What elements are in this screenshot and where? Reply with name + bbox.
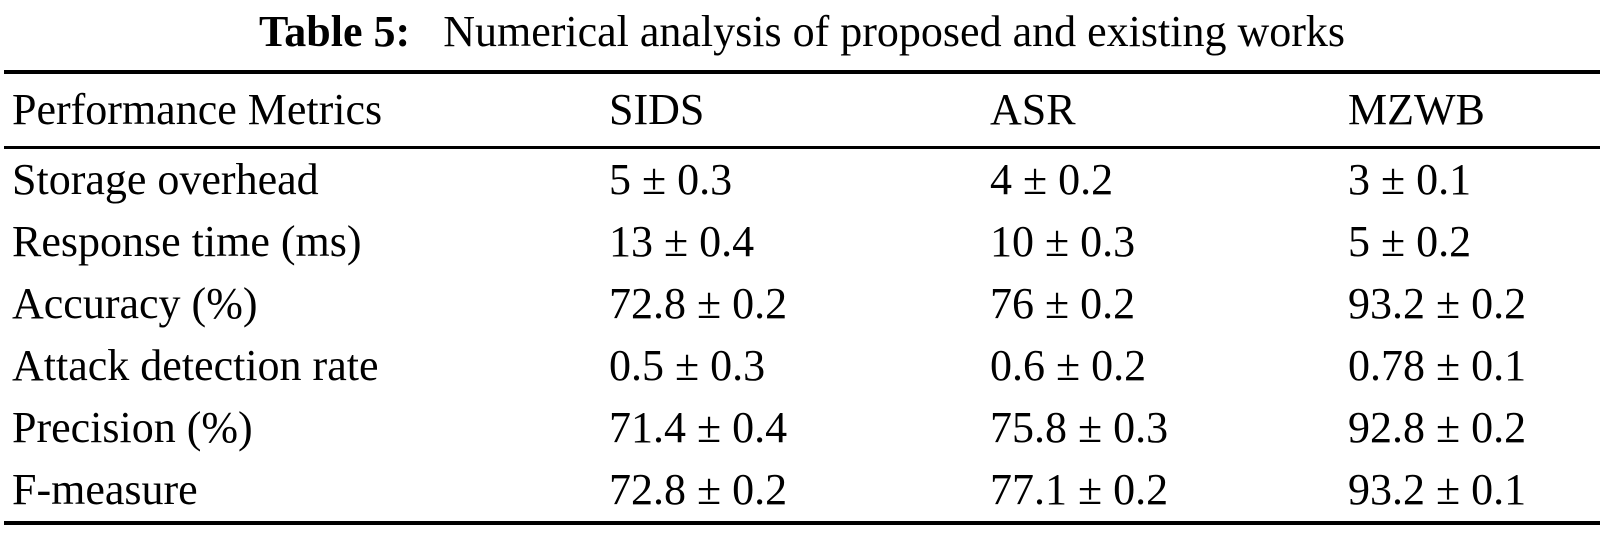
metrics-table: Performance Metrics SIDS ASR MZWB Storag… xyxy=(4,70,1600,525)
metric-cell: Attack detection rate xyxy=(12,341,379,390)
value-cell: 3 ± 0.1 xyxy=(1348,155,1472,204)
metric-cell: Precision (%) xyxy=(12,403,253,452)
value-cell: 77.1 ± 0.2 xyxy=(990,465,1169,514)
metric-cell: Accuracy (%) xyxy=(12,279,258,328)
value-cell: 72.8 ± 0.2 xyxy=(609,279,788,328)
value-cell: 93.2 ± 0.1 xyxy=(1348,465,1527,514)
value-cell: 10 ± 0.3 xyxy=(990,217,1136,266)
table-row-attack-detection-rate: Attack detection rate 0.5 ± 0.3 0.6 ± 0.… xyxy=(4,335,1600,397)
value-cell: 0.6 ± 0.2 xyxy=(990,341,1147,390)
table-row-precision: Precision (%) 71.4 ± 0.4 75.8 ± 0.3 92.8… xyxy=(4,397,1600,459)
table-row-f-measure: F-measure 72.8 ± 0.2 77.1 ± 0.2 93.2 ± 0… xyxy=(4,459,1600,523)
value-cell: 93.2 ± 0.2 xyxy=(1348,279,1527,328)
value-cell: 0.5 ± 0.3 xyxy=(609,341,766,390)
value-cell: 71.4 ± 0.4 xyxy=(609,403,788,452)
header-row: Performance Metrics SIDS ASR MZWB xyxy=(4,72,1600,149)
caption-spacer xyxy=(421,7,443,56)
metric-cell: Response time (ms) xyxy=(12,217,362,266)
value-cell: 13 ± 0.4 xyxy=(609,217,755,266)
value-cell: 4 ± 0.2 xyxy=(990,155,1114,204)
metric-cell: Storage overhead xyxy=(12,155,319,204)
value-cell: 5 ± 0.3 xyxy=(609,155,733,204)
table-row-accuracy: Accuracy (%) 72.8 ± 0.2 76 ± 0.2 93.2 ± … xyxy=(4,273,1600,335)
table-row-response-time: Response time (ms) 13 ± 0.4 10 ± 0.3 5 ±… xyxy=(4,211,1600,273)
metric-cell: F-measure xyxy=(12,465,198,514)
table-row-storage-overhead: Storage overhead 5 ± 0.3 4 ± 0.2 3 ± 0.1 xyxy=(4,148,1600,212)
value-cell: 75.8 ± 0.3 xyxy=(990,403,1169,452)
value-cell: 76 ± 0.2 xyxy=(990,279,1136,328)
value-cell: 92.8 ± 0.2 xyxy=(1348,403,1527,452)
column-header-asr: ASR xyxy=(990,72,1348,149)
table-caption-number: Table 5: xyxy=(259,7,411,56)
value-cell: 0.78 ± 0.1 xyxy=(1348,341,1527,390)
table-caption: Table 5: Numerical analysis of proposed … xyxy=(0,0,1604,58)
column-header-performance-metrics: Performance Metrics xyxy=(4,72,609,149)
table-caption-text: Numerical analysis of proposed and exist… xyxy=(443,7,1345,56)
value-cell: 5 ± 0.2 xyxy=(1348,217,1472,266)
column-header-mzwb: MZWB xyxy=(1348,72,1600,149)
column-header-sids: SIDS xyxy=(609,72,990,149)
value-cell: 72.8 ± 0.2 xyxy=(609,465,788,514)
